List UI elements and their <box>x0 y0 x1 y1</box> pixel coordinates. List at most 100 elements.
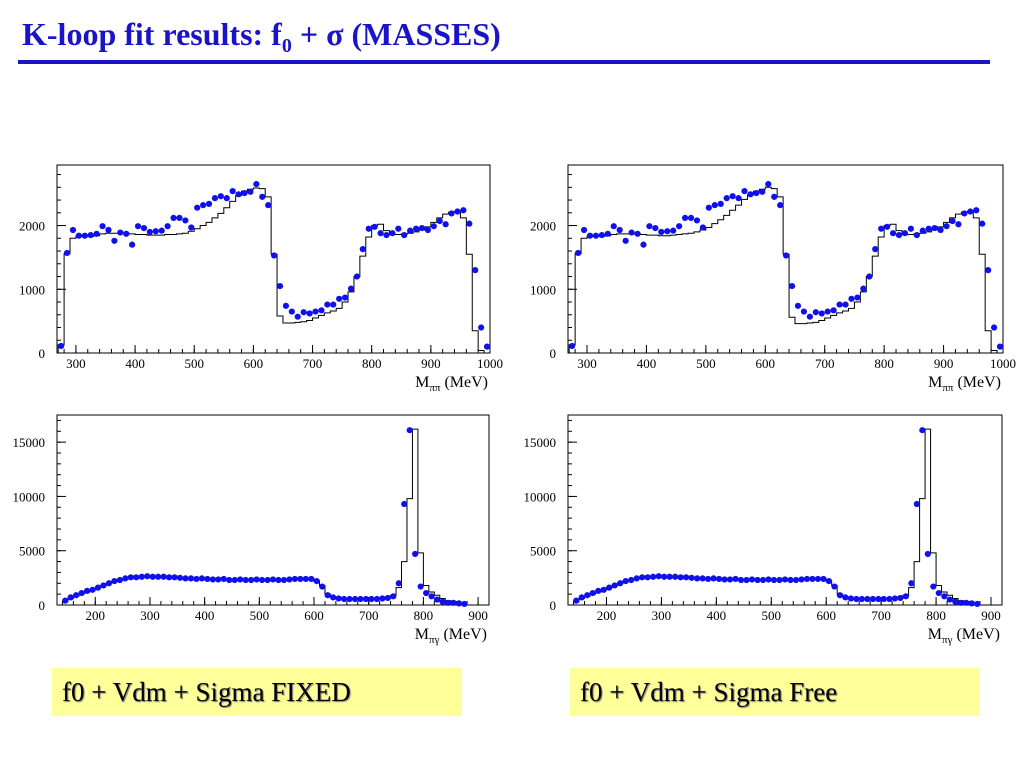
data-point <box>336 295 343 302</box>
data-point <box>704 575 712 583</box>
data-point <box>610 223 617 230</box>
data-point <box>407 227 414 234</box>
data-point <box>765 181 772 188</box>
data-point <box>428 593 435 600</box>
x-tick-label: 900 <box>934 356 954 371</box>
data-point <box>460 207 467 214</box>
data-point <box>280 576 288 584</box>
data-point <box>824 308 831 315</box>
data-point <box>858 595 866 603</box>
x-tick-label: 200 <box>86 608 106 623</box>
data-point <box>672 573 679 580</box>
y-tick-label: 5000 <box>19 544 45 559</box>
data-point <box>297 575 304 583</box>
data-point <box>231 576 238 584</box>
data-point <box>825 578 833 585</box>
x-tick-label: 900 <box>468 608 488 623</box>
data-point <box>247 188 254 195</box>
x-tick-label: 500 <box>250 608 270 623</box>
data-point <box>359 246 366 253</box>
data-point <box>384 594 391 602</box>
data-point <box>836 301 843 308</box>
x-axis-label: Mππ (MeV) <box>928 374 1001 394</box>
data-point <box>341 294 349 301</box>
data-point <box>371 223 378 230</box>
data-point <box>324 592 331 599</box>
data-point <box>925 225 932 232</box>
data-point <box>946 596 953 603</box>
data-point <box>158 227 165 234</box>
data-point <box>694 575 701 582</box>
y-tick-label: 10000 <box>524 489 557 504</box>
data-point <box>62 597 69 604</box>
data-point <box>633 575 640 582</box>
data-point <box>308 575 315 583</box>
x-tick-label: 500 <box>696 356 716 371</box>
data-point <box>677 574 684 581</box>
data-point <box>73 592 80 599</box>
data-point <box>454 208 461 215</box>
data-point <box>996 343 1004 350</box>
data-point <box>842 594 849 601</box>
data-point <box>589 589 596 597</box>
data-point <box>461 600 468 608</box>
x-tick-label: 300 <box>652 608 672 623</box>
caption-sigma-free: f0 + Vdm + Sigma Free <box>570 668 980 716</box>
data-point <box>188 224 195 231</box>
data-point <box>941 593 948 600</box>
data-point <box>282 302 290 309</box>
data-point <box>658 228 665 236</box>
data-point <box>248 576 255 584</box>
x-tick-label: 1000 <box>990 356 1016 371</box>
data-point <box>123 230 130 237</box>
data-point <box>800 308 808 315</box>
data-point <box>424 226 431 234</box>
x-tick-label: 800 <box>414 608 434 623</box>
data-point <box>270 252 278 259</box>
x-tick-label: 600 <box>304 608 324 623</box>
data-point <box>616 226 623 234</box>
x-tick-label: 1000 <box>477 356 503 371</box>
data-point <box>450 599 457 606</box>
data-point <box>335 595 342 602</box>
data-point <box>634 230 641 237</box>
x-tick-label: 900 <box>421 356 441 371</box>
data-point <box>395 580 402 587</box>
data-point <box>831 583 838 590</box>
data-point <box>787 576 794 584</box>
data-point <box>781 576 789 583</box>
data-point <box>129 241 136 248</box>
data-point <box>182 575 189 582</box>
x-tick-label: 200 <box>597 608 617 623</box>
data-point <box>357 595 364 603</box>
data-point <box>860 285 867 292</box>
data-point <box>683 574 690 581</box>
data-point <box>759 576 767 584</box>
data-point <box>319 583 326 590</box>
data-point <box>105 580 113 587</box>
plot-frame <box>567 164 1004 354</box>
data-point <box>765 576 772 583</box>
data-point <box>176 574 184 581</box>
data-point <box>847 595 855 602</box>
y-tick-label: 0 <box>39 346 46 361</box>
x-tick-label: 700 <box>871 608 891 623</box>
data-point <box>771 193 778 200</box>
data-point <box>455 600 463 607</box>
data-point <box>83 587 91 594</box>
data-point <box>58 342 65 350</box>
x-tick-label: 700 <box>815 356 835 371</box>
data-point <box>919 427 926 434</box>
data-point <box>854 294 861 301</box>
data-point <box>794 302 802 309</box>
data-point <box>729 193 736 200</box>
data-point <box>253 181 260 188</box>
data-point <box>351 595 359 603</box>
data-point <box>134 223 142 230</box>
data-point <box>924 550 931 558</box>
data-point <box>253 576 260 583</box>
data-point <box>365 225 372 232</box>
title-underline <box>18 60 990 64</box>
